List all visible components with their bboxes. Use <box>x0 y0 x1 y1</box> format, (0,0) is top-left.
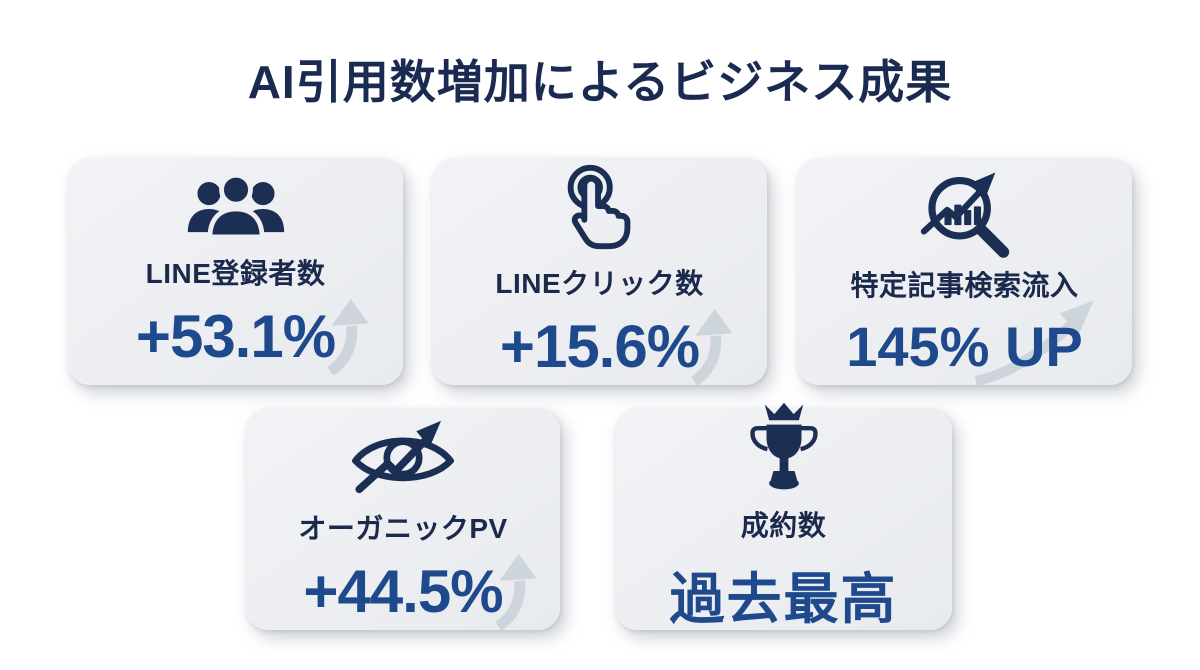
card-label: LINE登録者数 <box>145 258 326 289</box>
card-value: +15.6% <box>499 313 700 380</box>
card-value: +44.5% <box>303 557 503 625</box>
card-article-search-inflow: 特定記事検索流入 145% UP <box>797 158 1132 386</box>
card-metric: +53.1% <box>135 298 369 375</box>
trend-up-arrow-icon <box>691 308 733 385</box>
card-line-registrations: LINE登録者数 +53.1% <box>68 158 403 385</box>
card-label: オーガニックPV <box>298 512 508 544</box>
card-value: 過去最高 <box>669 568 898 630</box>
trend-up-arrow-icon <box>974 300 1094 386</box>
card-metric: +44.5% <box>303 553 537 630</box>
search-chart-icon <box>920 172 1009 258</box>
users-icon <box>187 172 284 240</box>
trophy-icon <box>749 402 818 490</box>
trend-up-arrow-icon <box>494 553 537 630</box>
card-label: 特定記事検索流入 <box>850 270 1079 301</box>
card-contracts: 成約数 過去最高 <box>615 402 952 630</box>
trend-up-arrow-icon <box>327 298 369 375</box>
card-label: LINEクリック数 <box>495 268 704 299</box>
card-line-clicks: LINEクリック数 +15.6% <box>432 158 767 385</box>
eye-trend-icon <box>352 420 454 493</box>
card-metric: 145% UP <box>846 300 1094 386</box>
card-organic-pv: オーガニックPV +44.5% <box>246 408 560 630</box>
card-metric: +15.6% <box>499 308 733 385</box>
card-metric: 過去最高 <box>669 554 897 634</box>
card-value: +53.1% <box>135 303 336 370</box>
tap-click-icon <box>567 164 630 250</box>
card-label: 成約数 <box>740 510 827 541</box>
card-value: 145% UP <box>846 315 1083 378</box>
page-title: AI引用数増加によるビジネス成果 <box>247 56 953 108</box>
